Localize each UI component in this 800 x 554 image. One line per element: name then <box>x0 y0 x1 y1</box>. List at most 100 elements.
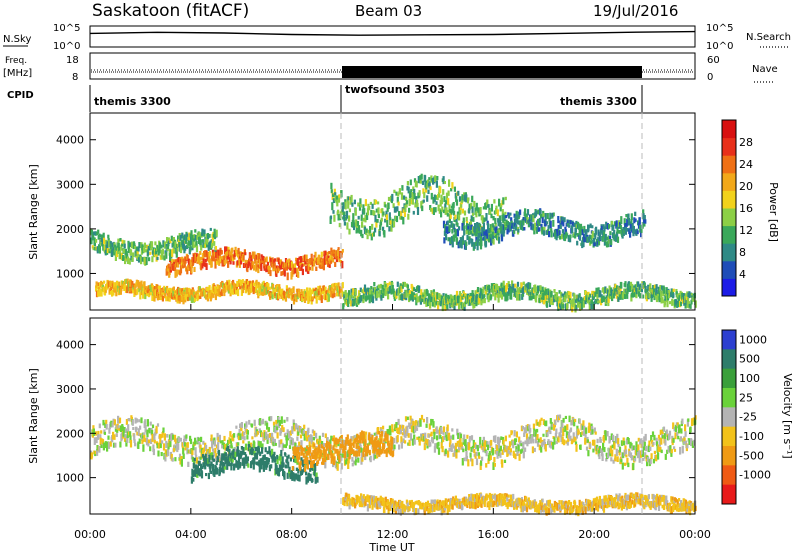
velocity-cell <box>242 440 245 444</box>
power-cell <box>499 290 502 298</box>
power-cell <box>403 210 406 217</box>
velocity-cell <box>493 463 496 467</box>
power-cell <box>424 297 428 304</box>
velocity-cell <box>92 428 95 436</box>
power-cbar-swatch <box>722 208 736 227</box>
power-cell <box>559 222 562 229</box>
power-cell <box>187 236 190 241</box>
power-cell <box>303 298 307 303</box>
power-cell <box>152 249 155 256</box>
velocity-cell <box>313 446 316 452</box>
velocity-cell <box>361 438 364 442</box>
velocity-cell <box>478 455 481 459</box>
power-cell <box>416 207 420 215</box>
power-cell <box>179 234 182 241</box>
power-cell <box>359 198 362 207</box>
power-cell <box>542 213 545 217</box>
power-cell <box>488 288 491 295</box>
power-cell <box>494 227 497 234</box>
power-cell <box>424 187 428 193</box>
velocity-cell <box>265 457 268 464</box>
power-cell <box>685 298 688 305</box>
power-cell <box>626 291 629 299</box>
power-cell <box>308 294 311 298</box>
velocity-cell <box>305 445 309 450</box>
power-cell <box>637 281 640 288</box>
power-cell <box>282 290 285 296</box>
velocity-cell <box>512 440 515 449</box>
velocity-cell <box>688 438 691 445</box>
power-cell <box>491 231 494 239</box>
power-cell <box>587 227 590 232</box>
velocity-cell <box>182 447 185 455</box>
power-cell <box>487 223 490 230</box>
power-cell <box>187 264 190 270</box>
velocity-cell <box>144 424 147 433</box>
power-cell <box>414 288 417 292</box>
power-cell <box>632 225 635 233</box>
velocity-cell <box>433 431 436 440</box>
power-cell <box>378 230 381 237</box>
power-cell <box>190 295 193 303</box>
power-cell <box>229 254 233 261</box>
power-cell <box>517 289 520 294</box>
velocity-cell <box>443 435 446 440</box>
power-cell <box>533 228 536 235</box>
velocity-cell <box>186 446 189 455</box>
power-cell <box>468 237 471 245</box>
power-cell <box>603 290 606 295</box>
power-cell <box>199 251 202 255</box>
velocity-cell <box>565 440 568 444</box>
power-cell <box>463 229 466 236</box>
power-cell <box>169 291 172 299</box>
velocity-cell <box>591 429 594 435</box>
power-cell <box>154 241 157 246</box>
velocity-cell <box>152 448 155 456</box>
power-cell <box>377 201 380 205</box>
power-cell <box>447 237 450 242</box>
power-cell <box>208 285 211 293</box>
velocity-cell <box>270 416 273 421</box>
power-cell <box>385 284 388 288</box>
power-cell <box>657 286 660 291</box>
velocity-cell <box>319 439 322 445</box>
power-cell <box>491 223 494 231</box>
power-cell <box>584 235 587 243</box>
power-cell <box>464 293 467 298</box>
velocity-cell <box>233 464 236 469</box>
power-cell <box>578 301 581 306</box>
power-cell <box>153 289 156 295</box>
velocity-cell <box>191 470 194 478</box>
power-cell <box>430 192 433 200</box>
power-cell <box>504 211 507 215</box>
power-cell <box>591 225 594 229</box>
power-cell <box>634 218 637 222</box>
velocity-cell <box>115 424 118 429</box>
velocity-cell <box>297 425 300 432</box>
velocity-cell <box>564 415 567 419</box>
velocity-cell <box>155 425 158 434</box>
power-cell <box>230 289 233 295</box>
power-cell <box>146 244 149 251</box>
velocity-cell <box>244 423 247 429</box>
power-cell <box>311 289 314 295</box>
power-cell <box>216 285 220 289</box>
velocity-cell <box>295 424 298 430</box>
power-cell <box>193 234 196 239</box>
power-cell <box>266 261 270 266</box>
velocity-cell <box>371 498 374 505</box>
velocity-cell <box>246 456 249 462</box>
velocity-cell <box>200 463 203 471</box>
power-cell <box>671 298 674 306</box>
velocity-cell <box>127 424 130 432</box>
power-cell <box>469 224 472 232</box>
power-cell <box>310 253 313 260</box>
velocity-cell <box>374 449 377 455</box>
freq-label-1: Freq. <box>5 56 27 66</box>
power-cell <box>461 295 464 300</box>
velocity-cell <box>292 455 295 459</box>
power-cell <box>509 287 512 293</box>
power-cell <box>227 289 230 294</box>
freq-tick-top: 18 <box>66 55 79 66</box>
power-cell <box>477 207 480 213</box>
